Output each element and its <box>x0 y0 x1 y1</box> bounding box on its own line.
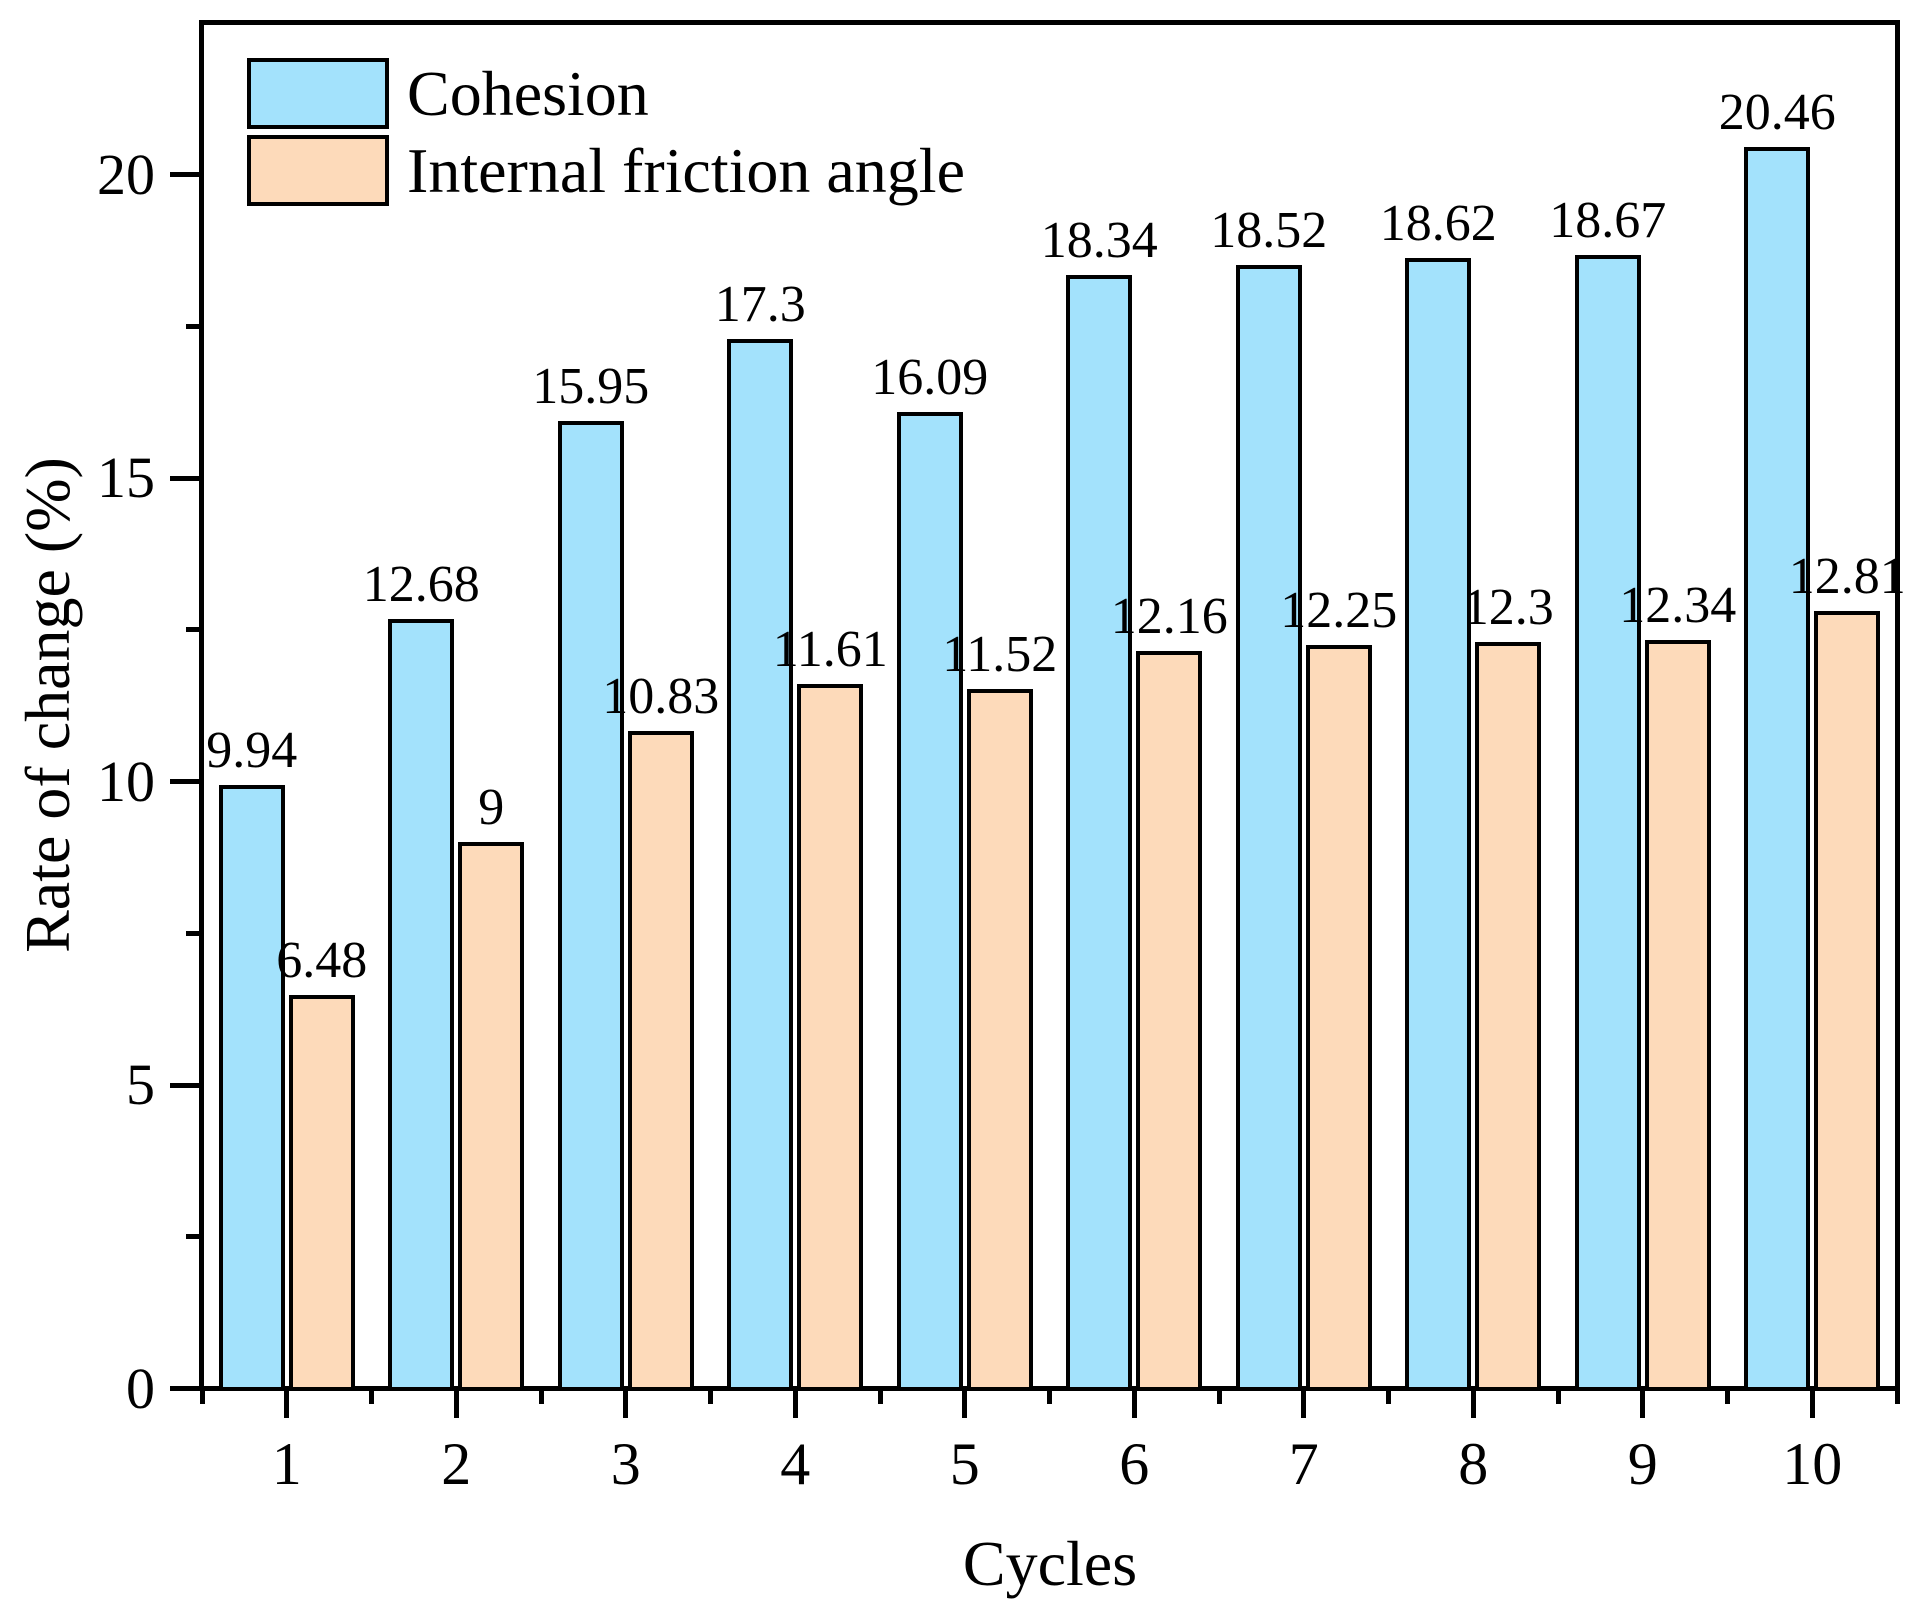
x-major-tick <box>284 1391 290 1418</box>
x-minor-tick <box>1386 1391 1391 1404</box>
y-tick-label: 10 <box>97 748 155 814</box>
x-minor-tick <box>1555 1391 1561 1404</box>
bar-internal-friction-angle-7 <box>1305 645 1372 1392</box>
x-tick-label: 7 <box>1288 1431 1319 1497</box>
legend-label-internal-friction-angle: Internal friction angle <box>407 135 965 206</box>
bar-cohesion-9 <box>1574 255 1641 1392</box>
x-tick-label: 10 <box>1782 1431 1843 1497</box>
bar-cohesion-5 <box>896 412 963 1392</box>
x-tick-label: 5 <box>949 1431 980 1497</box>
bar-label-internal-friction-angle-2: 9 <box>478 779 505 837</box>
x-major-tick <box>1131 1391 1137 1418</box>
x-tick-label: 9 <box>1627 1431 1658 1497</box>
bar-label-internal-friction-angle-1: 6.48 <box>276 932 368 990</box>
y-tick-label: 0 <box>126 1355 155 1421</box>
x-minor-tick <box>877 1391 883 1404</box>
bar-internal-friction-angle-8 <box>1475 642 1542 1392</box>
bar-internal-friction-angle-4 <box>797 683 864 1392</box>
x-minor-tick <box>199 1391 205 1404</box>
y-major-tick <box>170 779 200 785</box>
x-major-tick <box>1301 1391 1307 1418</box>
y-minor-tick <box>186 627 201 633</box>
bar-internal-friction-angle-6 <box>1136 650 1203 1392</box>
bar-label-cohesion-10: 20.46 <box>1718 83 1836 141</box>
legend-swatch-internal-friction-angle <box>247 135 389 206</box>
bar-label-cohesion-5: 16.09 <box>871 349 989 407</box>
x-major-tick <box>1470 1391 1476 1418</box>
bar-label-internal-friction-angle-4: 11.61 <box>772 620 888 678</box>
bar-label-cohesion-7: 18.52 <box>1210 201 1328 259</box>
legend-swatch-cohesion <box>247 58 389 129</box>
bar-label-cohesion-9: 18.67 <box>1549 192 1667 250</box>
y-tick-label: 20 <box>97 141 155 207</box>
x-major-tick <box>792 1391 798 1418</box>
bar-label-cohesion-1: 9.94 <box>206 722 298 780</box>
bar-cohesion-3 <box>557 420 624 1392</box>
y-minor-tick <box>186 323 201 329</box>
bar-label-internal-friction-angle-8: 12.3 <box>1462 579 1554 637</box>
x-minor-tick <box>1894 1391 1900 1404</box>
bar-label-cohesion-3: 15.95 <box>532 357 650 415</box>
y-minor-tick <box>186 930 201 936</box>
y-major-tick <box>170 475 200 481</box>
bar-label-internal-friction-angle-7: 12.25 <box>1280 582 1398 640</box>
x-minor-tick <box>1725 1391 1730 1404</box>
bar-cohesion-4 <box>727 338 794 1392</box>
bar-cohesion-6 <box>1066 275 1133 1392</box>
y-tick-label: 15 <box>97 445 155 511</box>
legend-label-cohesion: Cohesion <box>407 58 649 129</box>
x-tick-label: 2 <box>441 1431 472 1497</box>
bar-cohesion-7 <box>1235 264 1302 1392</box>
bar-cohesion-10 <box>1744 146 1811 1392</box>
bar-label-internal-friction-angle-6: 12.16 <box>1110 587 1228 645</box>
x-minor-tick <box>1216 1391 1222 1404</box>
bar-internal-friction-angle-2 <box>458 842 525 1392</box>
bar-internal-friction-angle-1 <box>288 995 355 1392</box>
x-axis-title: Cycles <box>962 1528 1138 1599</box>
bar-internal-friction-angle-9 <box>1644 639 1711 1392</box>
x-tick-label: 4 <box>780 1431 811 1497</box>
x-minor-tick <box>369 1391 374 1404</box>
bar-label-cohesion-8: 18.62 <box>1379 195 1497 253</box>
x-major-tick <box>623 1391 629 1418</box>
x-tick-label: 3 <box>610 1431 641 1497</box>
x-tick-label: 6 <box>1119 1431 1150 1497</box>
bar-label-cohesion-4: 17.3 <box>714 275 806 333</box>
bar-label-cohesion-2: 12.68 <box>362 555 480 613</box>
x-minor-tick <box>708 1391 713 1404</box>
x-tick-label: 8 <box>1458 1431 1489 1497</box>
bar-label-internal-friction-angle-5: 11.52 <box>942 626 1058 684</box>
y-tick-label: 5 <box>126 1052 155 1118</box>
bar-internal-friction-angle-10 <box>1814 611 1881 1392</box>
y-major-tick <box>170 172 200 178</box>
y-major-tick <box>170 1082 200 1088</box>
y-axis-title: Rate of change (%) <box>12 457 83 953</box>
bar-label-internal-friction-angle-3: 10.83 <box>602 668 720 726</box>
x-major-tick <box>453 1391 459 1418</box>
y-minor-tick <box>186 1234 201 1240</box>
bar-label-cohesion-6: 18.34 <box>1040 212 1158 270</box>
bar-label-internal-friction-angle-10: 12.81 <box>1788 548 1906 606</box>
x-minor-tick <box>538 1391 544 1404</box>
y-major-tick <box>170 1386 200 1391</box>
x-tick-label: 1 <box>271 1431 302 1497</box>
x-minor-tick <box>1047 1391 1052 1404</box>
bar-internal-friction-angle-5 <box>966 689 1033 1392</box>
bar-cohesion-1 <box>218 785 285 1392</box>
bar-cohesion-2 <box>388 618 455 1392</box>
x-major-tick <box>1809 1391 1815 1418</box>
bar-internal-friction-angle-3 <box>627 731 694 1392</box>
x-major-tick <box>1640 1391 1646 1418</box>
x-major-tick <box>962 1391 968 1418</box>
bar-label-internal-friction-angle-9: 12.34 <box>1619 576 1737 634</box>
bar-cohesion-8 <box>1405 258 1472 1392</box>
